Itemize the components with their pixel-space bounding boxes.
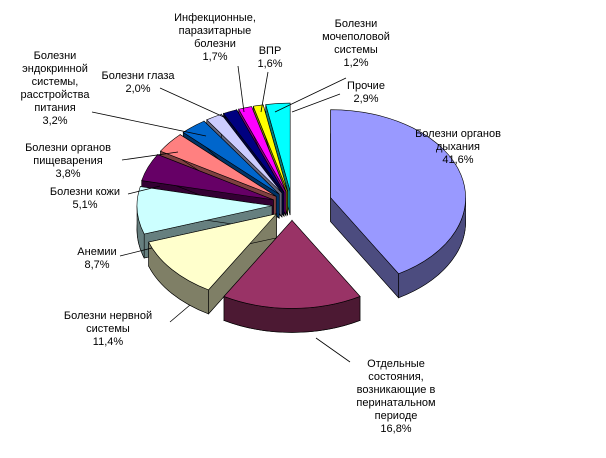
value-label: 1,7% — [202, 51, 228, 63]
leader-line — [237, 65, 245, 113]
value-label: 11,4% — [92, 336, 124, 348]
slice — [159, 134, 277, 197]
slice — [223, 219, 361, 309]
slice — [330, 109, 466, 275]
slice — [265, 102, 291, 192]
leader-line — [315, 337, 351, 363]
leader-line — [169, 304, 191, 323]
slice-label: Болезни кожи 5,1% — [50, 186, 120, 212]
value-label: 2,9% — [353, 93, 379, 105]
category-label: Болезни кожи — [49, 186, 121, 198]
value-label: 5,1% — [72, 199, 98, 211]
slice-label: Болезни глаза 2,0% — [101, 70, 174, 96]
leader-line — [291, 93, 341, 113]
slice — [148, 213, 278, 291]
value-label: 16,8% — [380, 423, 412, 435]
slice — [252, 104, 288, 192]
slice-label: Болезни эндокринной системы, расстройств… — [20, 50, 89, 128]
category-label: Болезни мочеполовой системы — [322, 18, 390, 56]
slice — [238, 106, 287, 192]
value-label: 41,6% — [442, 154, 474, 166]
category-label: Отдельные состояния, возникающие в перин… — [356, 358, 436, 422]
value-label: 8,7% — [84, 259, 110, 271]
category-label: ВПР — [258, 45, 282, 57]
leader-line — [260, 71, 269, 113]
leader-line — [121, 151, 179, 161]
slice-label: Анемии 8,7% — [77, 246, 116, 272]
slice — [136, 186, 273, 235]
category-label: Прочие — [347, 80, 385, 92]
value-label: 1,6% — [257, 58, 283, 70]
slice — [182, 120, 280, 195]
slice-label: Болезни нервной системы 11,4% — [64, 310, 152, 349]
slice-label: Болезни органов пищеварения 3,8% — [25, 142, 111, 181]
category-label: Болезни эндокринной системы, расстройств… — [20, 50, 90, 114]
leader-line — [91, 111, 207, 137]
slice-label: ВПР 1,6% — [257, 45, 282, 71]
slice-label: Болезни органов дыхания 41,6% — [415, 128, 501, 167]
category-label: Болезни органов дыхания — [415, 128, 501, 153]
category-label: Анемии — [77, 246, 117, 258]
slice-label: Болезни мочеполовой системы 1,2% — [322, 18, 390, 70]
category-label: Болезни нервной системы — [63, 310, 153, 335]
leader-line — [119, 247, 153, 257]
slice — [222, 109, 285, 193]
value-label: 1,2% — [343, 57, 369, 69]
category-label: Болезни глаза — [101, 70, 175, 82]
leader-line — [274, 77, 347, 113]
category-label: Болезни органов пищеварения — [25, 142, 111, 167]
category-label: Инфекционные, паразитарные болезни — [174, 12, 256, 50]
leader-line — [159, 87, 227, 119]
value-label: 3,8% — [55, 168, 81, 180]
slice — [206, 113, 283, 194]
value-label: 2,0% — [125, 83, 151, 95]
slice-label: Инфекционные, паразитарные болезни 1,7% — [174, 12, 256, 64]
slice-label: Прочие 2,9% — [347, 80, 385, 106]
leader-line — [127, 185, 161, 195]
slice-label: Отдельные состояния, возникающие в перин… — [356, 358, 435, 436]
value-label: 3,2% — [42, 115, 68, 127]
